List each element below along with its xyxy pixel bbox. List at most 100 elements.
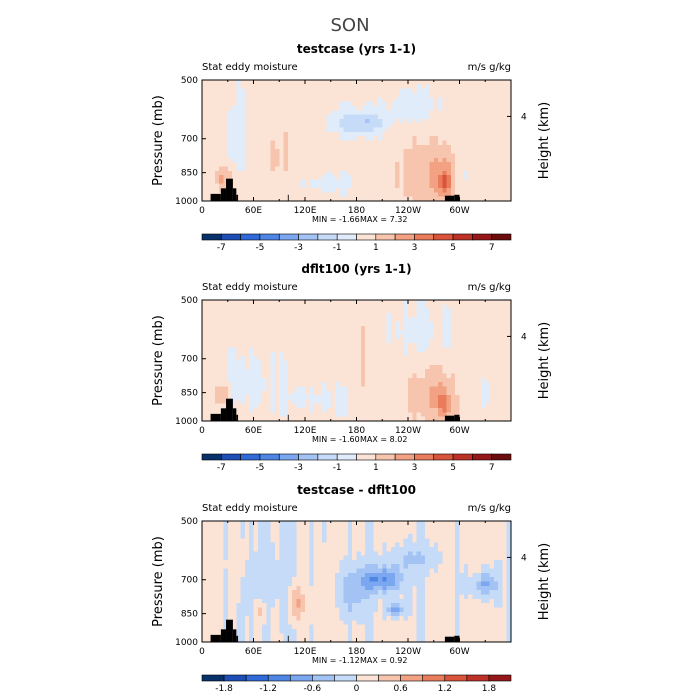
- field-cell: [270, 564, 276, 569]
- field-cell: [450, 360, 456, 366]
- field-cell: [266, 542, 271, 548]
- field-cell: [506, 317, 512, 322]
- field-cell: [365, 390, 370, 396]
- field-cell: [382, 136, 387, 141]
- field-cell: [279, 377, 284, 383]
- field-cell: [408, 127, 413, 133]
- field-cell: [365, 338, 370, 344]
- field-cell: [279, 196, 284, 202]
- field-cell: [240, 343, 246, 348]
- field-cell: [335, 136, 340, 141]
- field-cell: [450, 170, 456, 176]
- field-cell: [287, 153, 293, 159]
- field-cell: [236, 325, 241, 331]
- field-cell: [438, 153, 443, 159]
- field-cell: [270, 373, 276, 379]
- field-cell: [219, 521, 224, 526]
- field-cell: [309, 321, 314, 327]
- field-cell: [249, 149, 254, 154]
- field-cell: [244, 395, 250, 400]
- field-cell: [450, 118, 456, 124]
- field-cell: [279, 105, 284, 111]
- field-cell: [339, 395, 344, 400]
- field-cell: [214, 300, 220, 305]
- field-cell: [412, 192, 417, 197]
- field-cell: [442, 304, 447, 309]
- field-cell: [476, 382, 482, 387]
- field-cell: [476, 369, 482, 374]
- field-cell: [489, 183, 495, 189]
- field-cell: [335, 330, 340, 335]
- field-cell: [279, 312, 284, 318]
- field-cell: [472, 183, 477, 189]
- field-cell: [270, 603, 276, 608]
- field-cell: [399, 105, 405, 111]
- field-cell: [236, 629, 241, 634]
- field-cell: [416, 300, 422, 305]
- field-cell: [305, 334, 310, 340]
- field-cell: [468, 105, 473, 111]
- field-cell: [360, 183, 366, 189]
- field-cell: [326, 412, 332, 417]
- field-cell: [214, 84, 220, 89]
- field-cell: [305, 633, 310, 638]
- field-cell: [442, 356, 447, 361]
- field-cell: [386, 369, 392, 374]
- field-cell: [360, 170, 366, 176]
- field-cell: [360, 136, 366, 141]
- field-cell: [300, 175, 306, 180]
- field-cell: [408, 408, 413, 413]
- field-cell: [373, 88, 379, 94]
- field-cell: [296, 343, 302, 348]
- field-cell: [262, 377, 267, 383]
- field-cell: [202, 403, 207, 409]
- field-cell: [502, 416, 508, 422]
- field-cell: [468, 149, 473, 154]
- field-cell: [210, 555, 216, 561]
- field-cell: [416, 183, 422, 189]
- field-cell: [240, 321, 246, 327]
- field-cell: [206, 97, 211, 102]
- field-cell: [266, 179, 271, 185]
- field-cell: [356, 395, 362, 400]
- field-cell: [386, 179, 392, 185]
- field-cell: [352, 321, 357, 327]
- field-cell: [232, 611, 237, 617]
- figure-title: SON: [330, 15, 369, 36]
- field-cell: [296, 88, 302, 94]
- field-cell: [403, 364, 409, 370]
- field-cell: [365, 334, 370, 340]
- field-cell: [395, 360, 400, 366]
- field-cell: [373, 403, 379, 409]
- field-cell: [459, 175, 465, 180]
- field-cell: [468, 317, 473, 322]
- field-cell: [240, 183, 246, 189]
- field-cell: [223, 620, 229, 626]
- field-cell: [305, 395, 310, 400]
- field-cell: [493, 416, 499, 422]
- field-cell: [253, 395, 259, 400]
- field-cell: [317, 131, 323, 137]
- field-cell: [433, 330, 439, 335]
- field-cell: [480, 377, 486, 383]
- field-cell: [373, 321, 379, 327]
- field-cell: [292, 382, 297, 387]
- field-cell: [279, 555, 284, 561]
- field-cell: [227, 525, 233, 530]
- field-cell: [279, 611, 284, 617]
- field-cell: [270, 629, 276, 634]
- field-cell: [425, 334, 430, 340]
- field-cell: [352, 118, 357, 124]
- field-cell: [257, 131, 263, 137]
- field-cell: [438, 364, 443, 370]
- field-cell: [313, 351, 319, 357]
- field-cell: [240, 403, 246, 409]
- field-cell: [442, 101, 447, 107]
- field-cell: [463, 386, 469, 392]
- field-cell: [506, 157, 512, 163]
- field-cell: [309, 118, 314, 124]
- field-cell: [480, 84, 486, 89]
- colorbar-label: 1: [373, 243, 379, 253]
- field-cell: [279, 179, 284, 185]
- field-cell: [493, 127, 499, 133]
